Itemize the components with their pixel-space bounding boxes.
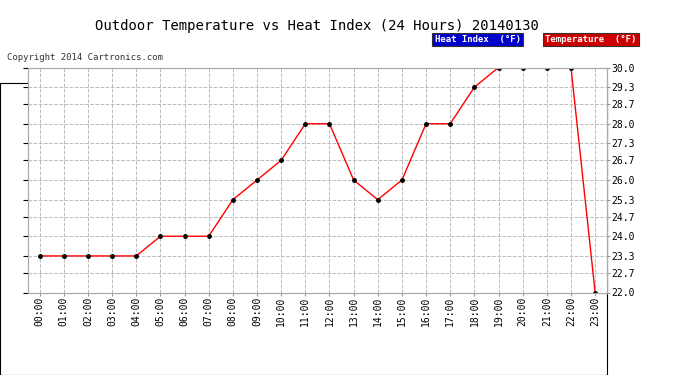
Text: Copyright 2014 Cartronics.com: Copyright 2014 Cartronics.com xyxy=(7,53,163,62)
Text: Outdoor Temperature vs Heat Index (24 Hours) 20140130: Outdoor Temperature vs Heat Index (24 Ho… xyxy=(95,19,540,33)
Text: Temperature  (°F): Temperature (°F) xyxy=(545,35,636,44)
Text: Heat Index  (°F): Heat Index (°F) xyxy=(435,35,521,44)
